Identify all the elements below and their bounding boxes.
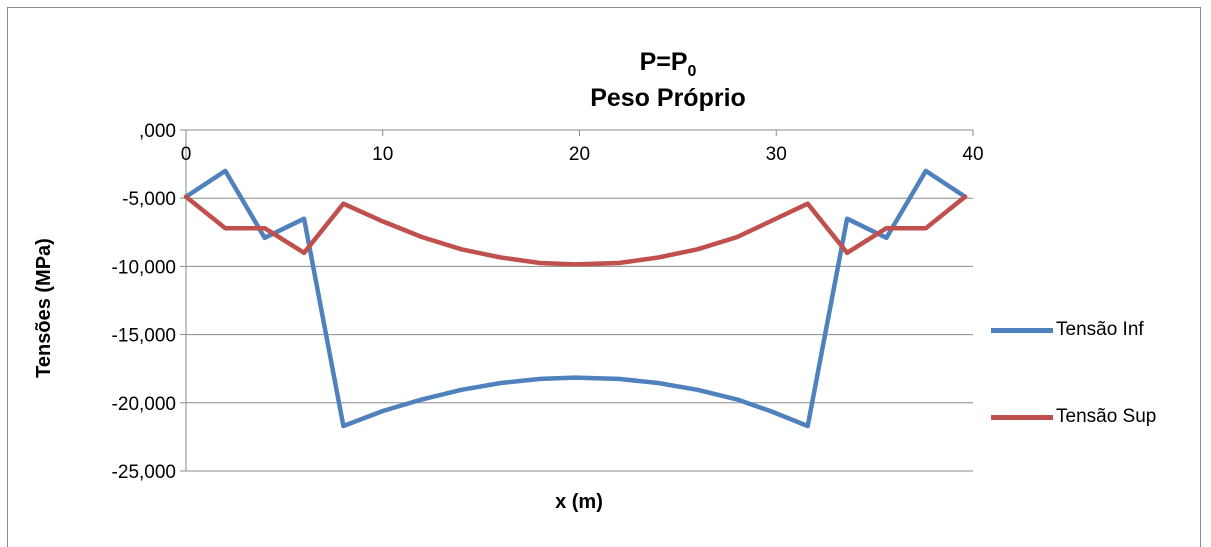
y-tick-label: -20,000	[112, 394, 176, 415]
x-tick-label: 30	[766, 144, 787, 165]
series-lines	[183, 168, 968, 429]
chart-title-line1: P=P0	[438, 48, 898, 80]
y-tick-label: -5,000	[122, 189, 176, 210]
x-tick-label: 10	[372, 144, 393, 165]
legend-swatch-tensao-sup	[991, 414, 1053, 420]
axes	[180, 129, 974, 472]
chart-area: P=P0 Peso Próprio ,000 -5,000 -10,000 -15,0…	[7, 7, 1201, 547]
plot-area: ,000 -5,000 -10,000 -15,000 -20,000 -25,000 0 1…	[33, 121, 984, 513]
grid-lines	[186, 197, 973, 472]
legend-swatch-tensao-inf	[991, 327, 1053, 333]
series-line-tens-o-inf	[183, 168, 968, 429]
legend-entry-tensao-sup: Tensão Sup	[991, 402, 1156, 432]
chart-title-main: P=P	[639, 48, 688, 76]
y-tick-label: -10,000	[112, 257, 176, 278]
tick-labels: ,000 -5,000 -10,000 -15,000 -20,000 -25,000 0 1…	[112, 121, 984, 483]
y-tick-label: -25,000	[112, 462, 176, 483]
x-tick-label: 20	[569, 144, 590, 165]
series-line-tens-o-sup	[183, 194, 968, 267]
legend-label-tensao-inf: Tensão Inf	[1056, 319, 1144, 340]
chart-title-subscript: 0	[687, 63, 697, 80]
x-tick-label: 0	[181, 144, 192, 165]
y-axis-label: Tensões (MPa)	[33, 238, 55, 378]
y-tick-label: -15,000	[112, 326, 176, 347]
legend-label-tensao-sup: Tensão Sup	[1056, 406, 1157, 427]
legend-entry-tensao-inf: Tensão Inf	[991, 315, 1144, 345]
x-tick-label: 40	[962, 144, 983, 165]
y-tick-label: ,000	[139, 121, 176, 142]
x-axis-label: x (m)	[555, 491, 603, 513]
chart-title-line2: Peso Próprio	[590, 84, 746, 112]
